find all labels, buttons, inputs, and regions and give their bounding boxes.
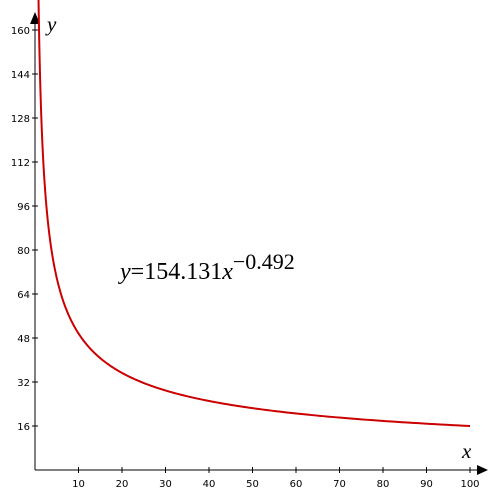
x-tick-label: 40 <box>203 479 216 490</box>
equation-exponent: −0.492 <box>233 249 295 274</box>
equation-annotation: y=154.131x−0.492 <box>118 249 295 285</box>
y-axis-label: y <box>45 12 57 36</box>
y-tick-label: 16 <box>17 422 30 433</box>
y-tick-label: 64 <box>17 290 30 301</box>
equation-y: y <box>118 259 131 285</box>
equation-x: x <box>221 259 233 285</box>
x-axis-label: x <box>461 439 472 463</box>
y-ticks: 16 32 48 64 80 96 112 128 144 160 <box>11 26 38 433</box>
y-tick-label: 128 <box>11 114 30 125</box>
x-tick-label: 60 <box>290 479 303 490</box>
x-tick-label: 30 <box>159 479 172 490</box>
x-tick-label: 10 <box>72 479 85 490</box>
y-tick-label: 48 <box>17 334 30 345</box>
y-tick-label: 112 <box>11 158 30 169</box>
y-tick-label: 96 <box>17 202 30 213</box>
y-axis-arrow <box>30 12 40 24</box>
x-tick-label: 100 <box>460 479 479 490</box>
y-tick-label: 160 <box>11 26 30 37</box>
x-tick-label: 80 <box>377 479 390 490</box>
x-axis-arrow <box>477 465 488 475</box>
y-tick-label: 32 <box>17 378 30 389</box>
x-ticks: 10 20 30 40 50 60 70 80 90 100 <box>72 467 480 490</box>
x-tick-label: 20 <box>116 479 129 490</box>
y-tick-label: 144 <box>11 70 30 81</box>
x-tick-label: 90 <box>420 479 433 490</box>
equation-coefficient: =154.131 <box>131 259 223 285</box>
y-tick-label: 80 <box>17 246 30 257</box>
x-tick-label: 70 <box>333 479 346 490</box>
power-curve-series <box>37 0 471 428</box>
x-tick-label: 50 <box>246 479 259 490</box>
